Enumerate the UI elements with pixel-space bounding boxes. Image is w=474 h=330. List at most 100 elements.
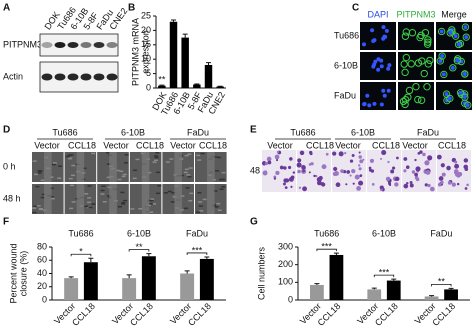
texture — [121, 175, 126, 178]
wound-gap — [109, 152, 117, 182]
panel-label: C — [352, 3, 359, 14]
cell — [404, 93, 412, 101]
significance: ** — [158, 74, 166, 84]
cell — [401, 32, 410, 40]
stained-cell — [292, 171, 296, 174]
cell — [446, 94, 454, 103]
nucleus — [450, 65, 455, 70]
texture — [188, 167, 193, 169]
stained-cell — [349, 159, 354, 163]
condition-label: Vector — [267, 140, 293, 150]
texture — [57, 177, 62, 179]
y-axis-label: closure (%) — [18, 251, 28, 297]
texture — [58, 165, 63, 167]
band — [93, 73, 105, 81]
texture — [133, 169, 138, 172]
texture — [197, 159, 202, 161]
wound-gap — [174, 152, 182, 182]
cell — [407, 60, 415, 68]
nucleus — [362, 102, 367, 107]
nucleus — [465, 103, 470, 108]
stained-cell — [451, 182, 456, 187]
texture — [32, 160, 37, 162]
texture — [155, 171, 160, 174]
texture — [67, 157, 72, 160]
nucleus — [438, 58, 443, 63]
stained-cell — [371, 183, 375, 186]
wound-gap — [44, 184, 52, 214]
cell — [405, 86, 414, 95]
texture — [217, 156, 222, 159]
texture — [115, 169, 120, 172]
nucleus — [386, 66, 391, 71]
texture — [38, 170, 43, 172]
band — [80, 73, 92, 81]
stained-cell — [333, 170, 339, 176]
nucleus — [376, 67, 381, 72]
texture — [138, 207, 143, 210]
texture — [120, 191, 125, 194]
stained-cell — [369, 158, 374, 163]
nucleus — [381, 36, 386, 41]
nucleus — [381, 25, 386, 30]
y-axis-label: Cell numbers — [256, 246, 266, 300]
stained-cell — [415, 166, 421, 172]
texture — [217, 209, 222, 212]
texture — [88, 206, 93, 209]
stained-cell — [274, 154, 280, 160]
error-bar — [314, 283, 320, 285]
texture — [100, 189, 105, 192]
bar — [64, 278, 79, 300]
nucleus — [365, 93, 370, 98]
micrograph — [360, 22, 396, 50]
cell — [440, 70, 448, 79]
bar — [199, 258, 214, 300]
condition-label: CCL18 — [68, 140, 96, 150]
row-label: FaDu — [334, 90, 356, 100]
row-label: PITPNM3 — [3, 39, 42, 49]
cell — [438, 52, 446, 60]
texture — [200, 152, 205, 155]
significance: *** — [192, 245, 203, 255]
error-bar — [159, 84, 165, 86]
stained-cell — [279, 165, 284, 170]
nucleus — [440, 54, 445, 59]
nucleus — [372, 38, 377, 43]
nucleus — [462, 95, 467, 100]
texture — [106, 176, 111, 179]
wound-gap — [174, 184, 182, 214]
texture — [87, 197, 92, 199]
condition-label: CCL18 — [136, 140, 164, 150]
error-bar — [171, 19, 176, 22]
stained-cell — [316, 176, 322, 182]
nucleus — [453, 34, 458, 39]
texture — [119, 170, 124, 173]
stained-cell — [333, 166, 338, 172]
bar — [367, 289, 382, 300]
texture — [41, 193, 46, 196]
stained-cell — [403, 169, 407, 173]
stained-cell — [266, 156, 272, 162]
cell — [400, 60, 408, 68]
texture — [184, 168, 189, 171]
cell — [453, 56, 461, 65]
stained-cell — [285, 178, 290, 183]
error-bar — [146, 253, 152, 257]
cell — [414, 95, 422, 104]
stained-cell — [438, 176, 444, 181]
texture — [36, 205, 41, 207]
texture — [124, 154, 129, 156]
significance-bracket — [373, 274, 395, 278]
texture — [183, 207, 188, 210]
stained-cell — [403, 183, 409, 189]
stained-cell — [425, 170, 431, 175]
texture — [32, 207, 37, 209]
group-label: FaDu — [430, 228, 452, 238]
bar — [424, 296, 439, 300]
cell — [424, 60, 433, 68]
panel-label: B — [128, 3, 135, 14]
stained-cell — [440, 163, 445, 168]
y-tick-label: 200 — [278, 259, 293, 269]
significance-bracket — [186, 252, 208, 255]
